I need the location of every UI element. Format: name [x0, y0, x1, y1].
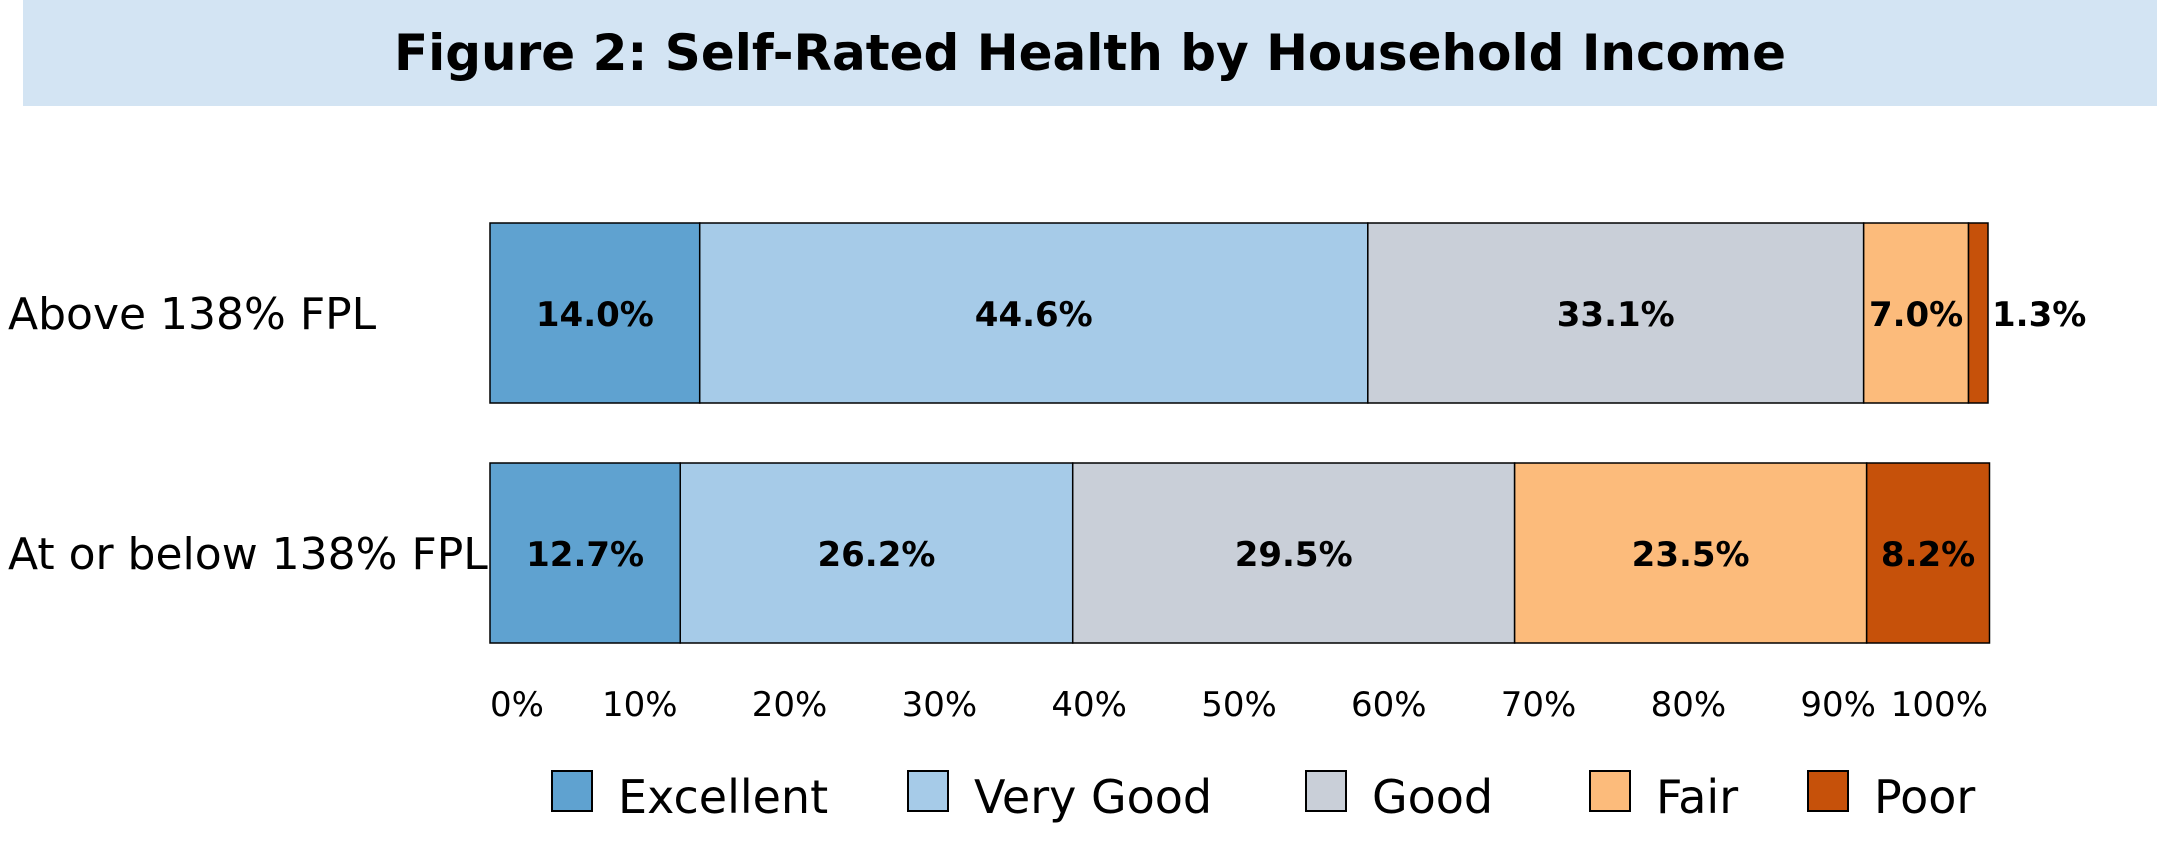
legend-label: Poor — [1874, 770, 1975, 824]
data-label: 1.3% — [1992, 295, 2086, 335]
data-label: 8.2% — [1881, 535, 1975, 575]
chart-title: Figure 2: Self-Rated Health by Household… — [393, 24, 1787, 82]
data-label: 33.1% — [1557, 295, 1675, 335]
bar-segment — [1367, 222, 1865, 404]
data-label: 7.0% — [1869, 295, 1963, 335]
x-tick-label: 10% — [602, 685, 678, 725]
legend-label: Very Good — [974, 770, 1212, 824]
x-tick-label: 80% — [1651, 685, 1727, 725]
legend-swatch — [1305, 770, 1347, 812]
bar-segment — [489, 462, 681, 644]
category-label: Above 138% FPL — [8, 289, 377, 340]
legend-swatch — [907, 770, 949, 812]
title-band — [23, 0, 2157, 106]
x-tick-label: 40% — [1051, 685, 1127, 725]
legend-label: Fair — [1656, 770, 1738, 824]
x-tick-label: 0% — [490, 685, 544, 725]
x-tick-label: 50% — [1201, 685, 1277, 725]
data-label: 29.5% — [1235, 535, 1353, 575]
x-tick-label: 60% — [1351, 685, 1427, 725]
x-tick-label: 90% — [1800, 685, 1876, 725]
legend-swatch — [1589, 770, 1631, 812]
bar-segment — [1513, 462, 1868, 644]
x-tick-label: 100% — [1891, 685, 1988, 725]
x-tick-label: 70% — [1501, 685, 1577, 725]
bar-segment — [1071, 462, 1516, 644]
bar-segment — [1862, 222, 1970, 404]
x-tick-label: 20% — [752, 685, 828, 725]
data-label: 12.7% — [526, 535, 644, 575]
bar-segment — [489, 222, 701, 404]
data-label: 23.5% — [1632, 535, 1750, 575]
data-label: 44.6% — [975, 295, 1093, 335]
category-label: At or below 138% FPL — [8, 529, 488, 580]
bar-segment — [679, 462, 1074, 644]
bar-segment — [1967, 222, 1989, 404]
x-tick-label: 30% — [902, 685, 978, 725]
data-label: 14.0% — [536, 295, 654, 335]
legend-swatch — [1807, 770, 1849, 812]
legend-label: Excellent — [618, 770, 828, 824]
legend-swatch — [551, 770, 593, 812]
bar-segment — [1865, 462, 1991, 644]
legend-label: Good — [1372, 770, 1493, 824]
data-label: 26.2% — [817, 535, 935, 575]
